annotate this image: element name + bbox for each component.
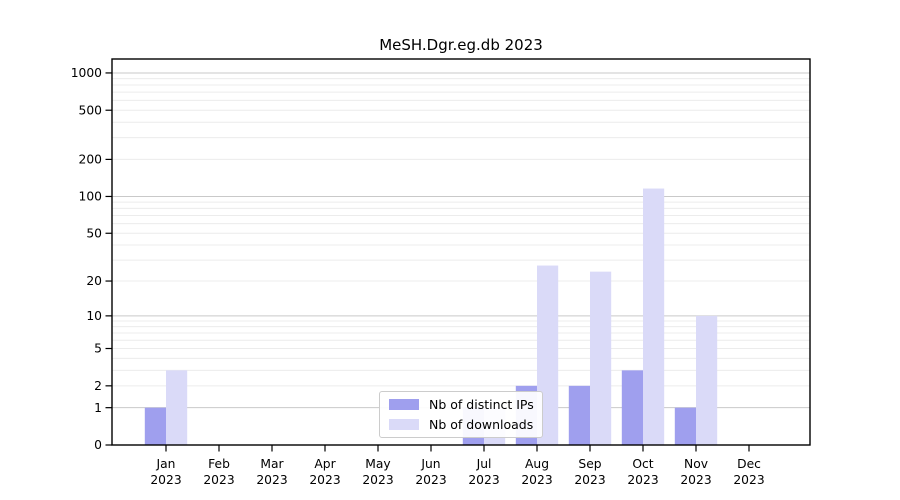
- legend-label-distinct-ips: Nb of distinct IPs: [429, 397, 534, 412]
- x-tick-label-year: 2023: [574, 473, 605, 487]
- y-tick-label: 1: [94, 401, 102, 415]
- bar-downloads: [166, 370, 188, 445]
- x-tick-label-month: Nov: [684, 457, 708, 471]
- x-tick-label-year: 2023: [733, 473, 764, 487]
- y-tick-label: 500: [79, 103, 102, 117]
- bar-distinct-ips: [621, 370, 643, 445]
- x-tick-label-month: Feb: [208, 457, 230, 471]
- x-tick-label-year: 2023: [150, 473, 181, 487]
- x-tick-label-month: May: [365, 457, 390, 471]
- legend-row-downloads: Nb of downloads: [389, 416, 533, 433]
- x-tick-label-month: Aug: [525, 457, 549, 471]
- x-tick-label-year: 2023: [680, 473, 711, 487]
- y-tick-label: 20: [86, 274, 102, 288]
- legend-swatch-downloads: [389, 419, 419, 430]
- x-tick-label-year: 2023: [309, 473, 340, 487]
- x-tick-label-month: Jul: [476, 457, 492, 471]
- y-tick-label: 10: [86, 309, 102, 323]
- x-tick-label-month: Dec: [737, 457, 761, 471]
- y-tick-label: 100: [79, 190, 102, 204]
- legend-label-downloads: Nb of downloads: [429, 417, 534, 432]
- bar-distinct-ips: [674, 407, 696, 445]
- bar-downloads: [696, 315, 718, 445]
- x-tick-label-month: Jan: [156, 457, 176, 471]
- chart-title: MeSH.Dgr.eg.db 2023: [379, 36, 543, 54]
- x-tick-label-month: Sep: [578, 457, 601, 471]
- x-tick-label-year: 2023: [468, 473, 499, 487]
- x-tick-label-year: 2023: [256, 473, 287, 487]
- bar-downloads: [590, 271, 612, 445]
- y-tick-label: 2: [94, 379, 102, 393]
- y-tick-label: 50: [86, 226, 102, 240]
- legend: Nb of distinct IPs Nb of downloads: [379, 391, 543, 438]
- y-tick-label: 5: [94, 342, 102, 356]
- x-tick-label-year: 2023: [521, 473, 552, 487]
- legend-row-distinct-ips: Nb of distinct IPs: [389, 396, 534, 413]
- y-tick-label: 1000: [71, 66, 102, 80]
- bar-downloads: [643, 188, 665, 445]
- bar-distinct-ips: [144, 407, 166, 445]
- x-tick-label-year: 2023: [362, 473, 393, 487]
- x-tick-label-month: Mar: [260, 457, 284, 471]
- legend-swatch-distinct-ips: [389, 399, 419, 410]
- x-tick-label-year: 2023: [203, 473, 234, 487]
- x-tick-label-month: Apr: [314, 457, 336, 471]
- bar-distinct-ips: [568, 385, 590, 445]
- x-tick-label-year: 2023: [627, 473, 658, 487]
- axis-frame: [111, 58, 811, 446]
- x-tick-label-year: 2023: [415, 473, 446, 487]
- x-tick-label-month: Oct: [632, 457, 653, 471]
- x-tick-label-month: Jun: [420, 457, 440, 471]
- y-tick-label: 200: [79, 153, 102, 167]
- y-tick-label: 0: [94, 438, 102, 452]
